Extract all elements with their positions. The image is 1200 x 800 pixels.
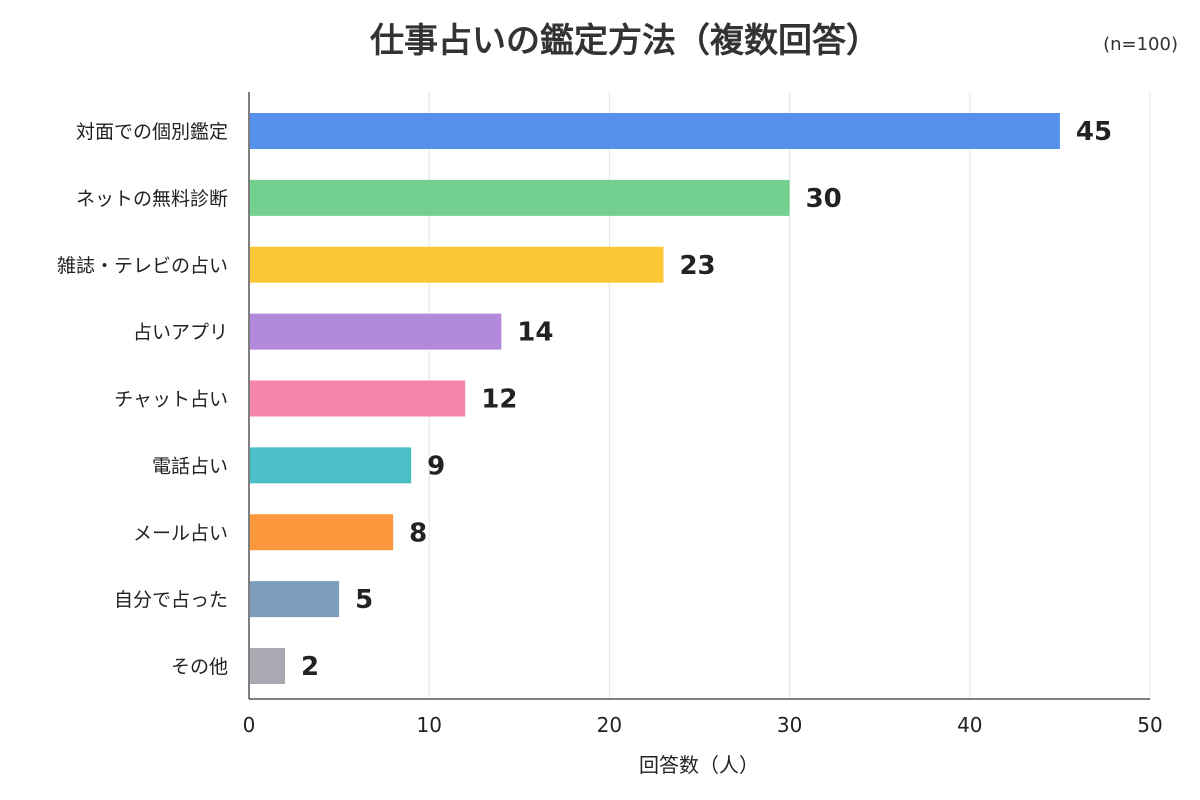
category-label-0: 対面での個別鑑定 xyxy=(76,121,228,143)
x-tick-label-20: 20 xyxy=(597,713,622,737)
value-label-0: 45 xyxy=(1076,117,1112,147)
value-label-7: 5 xyxy=(355,585,373,615)
category-label-3: 占いアプリ xyxy=(133,322,228,344)
value-label-4: 12 xyxy=(481,385,517,415)
category-label-8: その他 xyxy=(171,656,228,678)
chart-title: 仕事占いの鑑定方法（複数回答） xyxy=(370,21,880,61)
category-label-5: 電話占い xyxy=(152,455,228,477)
value-labels: 45 30 23 14 12 9 8 5 2 xyxy=(301,117,1112,682)
x-axis-title: 回答数（人） xyxy=(639,753,759,777)
category-labels: 対面での個別鑑定ネットの無料診断雑誌・テレビの占い占いアプリチャット占い電話占い… xyxy=(57,121,228,678)
bar-4 xyxy=(250,380,466,417)
bar-0 xyxy=(250,113,1060,149)
bar-5 xyxy=(250,447,412,484)
x-tick-label-10: 10 xyxy=(416,713,441,737)
x-tick-label-50: 50 xyxy=(1137,713,1162,737)
bar-8 xyxy=(250,648,286,684)
category-label-1: ネットの無料診断 xyxy=(76,188,228,210)
value-label-3: 14 xyxy=(517,318,553,348)
value-label-1: 30 xyxy=(806,184,842,214)
bar-2 xyxy=(250,246,664,283)
category-label-6: メール占い xyxy=(133,522,228,544)
bar-3 xyxy=(250,313,502,350)
bar-1 xyxy=(250,179,790,216)
bar-7 xyxy=(250,581,340,618)
value-label-6: 8 xyxy=(409,518,427,548)
sample-size-note: (n=100) xyxy=(1103,34,1178,55)
category-label-7: 自分で占った xyxy=(114,589,228,611)
x-tick-label-40: 40 xyxy=(957,713,982,737)
x-tick-label-30: 30 xyxy=(777,713,802,737)
bars xyxy=(250,113,1060,684)
value-label-2: 23 xyxy=(679,251,715,281)
category-label-2: 雑誌・テレビの占い xyxy=(57,255,228,277)
value-label-8: 2 xyxy=(301,652,319,682)
category-label-4: チャット占い xyxy=(114,389,228,411)
x-tick-label-0: 0 xyxy=(243,713,256,737)
x-tick-labels: 0 10 20 30 40 50 xyxy=(243,713,1163,737)
value-label-5: 9 xyxy=(427,451,445,481)
bar-6 xyxy=(250,514,394,551)
